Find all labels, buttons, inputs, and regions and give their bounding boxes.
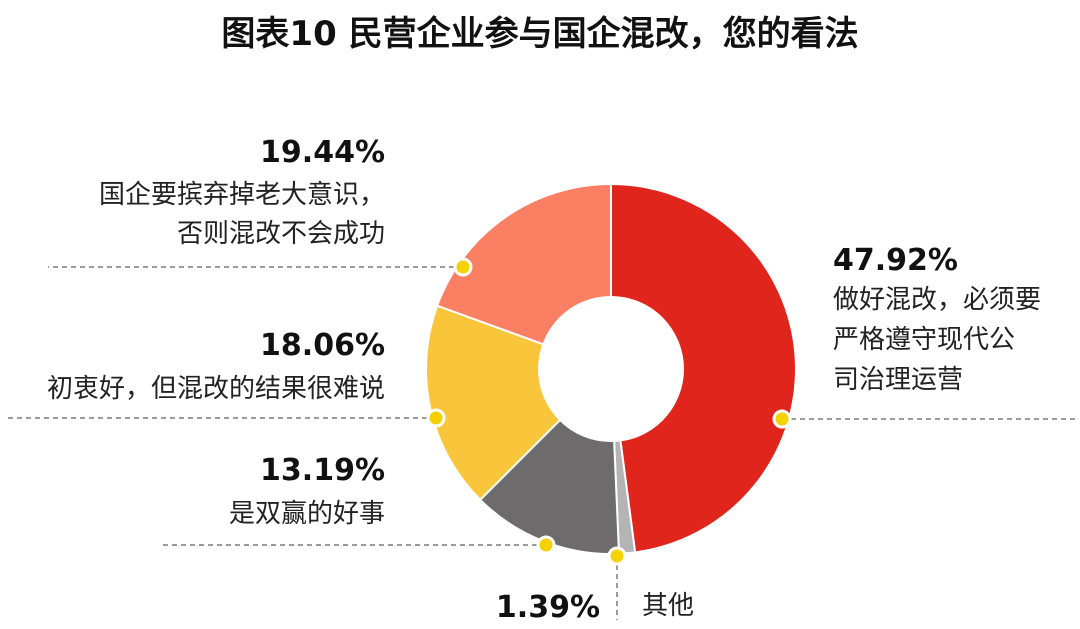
slice-marker-5 <box>453 257 473 277</box>
slice-description-5-line-1: 国企要摈弃掉老大意识， <box>99 180 385 210</box>
slice-value-label-1: 47.92% <box>833 243 958 278</box>
slice-value-label-3: 13.19% <box>260 453 385 488</box>
slice-description-4-line-1: 初衷好，但混改的结果很难说 <box>47 374 385 404</box>
slice-description-3-line-1: 是双赢的好事 <box>229 499 385 529</box>
slice-markers <box>426 257 792 566</box>
slice-marker-1 <box>772 409 792 429</box>
slice-value-label-5: 19.44% <box>260 135 385 170</box>
pie-slice-1 <box>610 182 797 554</box>
slice-value-label-4: 18.06% <box>260 328 385 363</box>
chart-title: 图表10 民营企业参与国企混改，您的看法 <box>221 14 859 54</box>
slice-description-1-line-2: 严格遵守现代公 <box>833 325 1015 355</box>
slice-description-5-line-2: 否则混改不会成功 <box>177 219 385 249</box>
leader-lines <box>4 266 1076 620</box>
slice-description-1-line-3: 司治理运营 <box>833 365 963 395</box>
donut-hole <box>538 296 684 442</box>
slice-marker-3 <box>536 535 556 555</box>
slice-value-label-2: 1.39% <box>496 590 600 625</box>
slice-marker-2 <box>607 546 627 566</box>
slice-marker-4 <box>426 408 446 428</box>
slice-description-2-line-1: 其他 <box>642 591 694 621</box>
slice-description-1-line-1: 做好混改，必须要 <box>833 285 1041 315</box>
